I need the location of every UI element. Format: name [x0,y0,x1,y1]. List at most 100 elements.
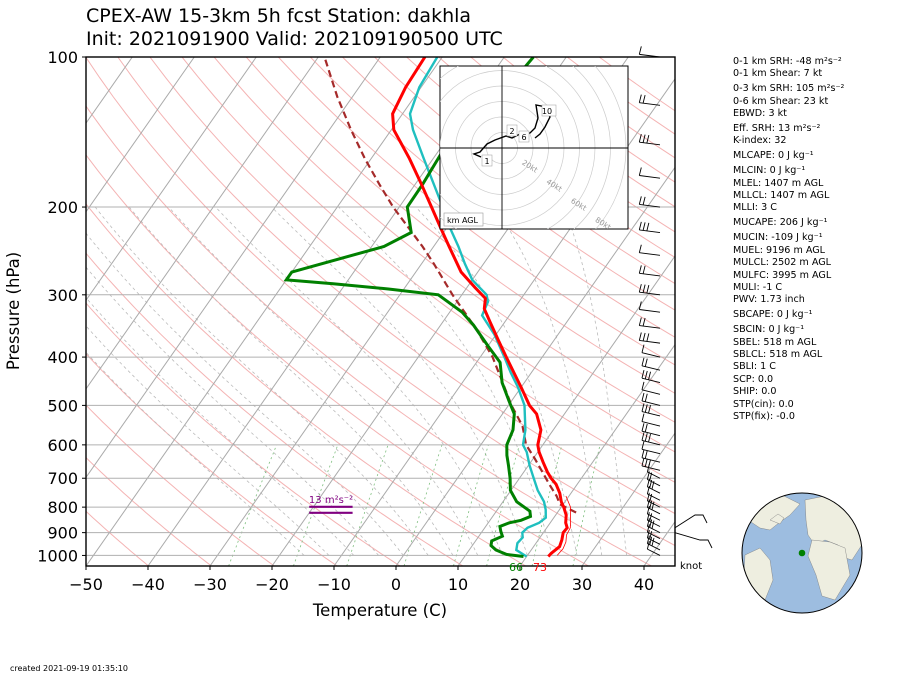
wind-barb [641,413,661,427]
wind-barb [641,457,661,471]
wind-barb [646,541,661,556]
surface-temperature-label: 73 [533,561,547,574]
x-tick-label: −50 [69,575,103,594]
wind-barb [646,524,661,539]
dry-adiabat [86,302,401,566]
parameter-line: STP(cin): 0.0 [733,398,794,410]
y-tick-label: 300 [47,286,78,305]
parameter-line: SBEL: 518 m AGL [733,336,817,348]
wind-barb [638,167,661,179]
y-axis-label: Pressure (hPa) [4,252,23,370]
isotherm [86,57,257,302]
dry-adiabat [245,57,675,394]
dry-adiabat [86,456,212,566]
parameter-line: MULI: -1 C [733,281,783,293]
wind-barb [638,196,661,208]
x-tick-label: −40 [131,575,165,594]
mixing-ratio-line [453,444,489,566]
isotherm [86,57,443,566]
dewpoint-profile-line [283,57,535,558]
x-tick-label: 20 [510,575,530,594]
y-tick-label: 100 [47,48,78,67]
hodograph-units-box [443,212,484,227]
x-tick-label: 0 [391,575,401,594]
hodograph-height-label: 2 [509,127,514,136]
parameter-line: MLLCL: 1407 m AGL [733,190,830,202]
hodograph-height-label: 10 [542,107,552,116]
effective-srh-label: 13 m²s⁻² [309,495,353,506]
wind-barb [638,301,661,313]
temperature-profile-line [391,57,569,558]
wind-barb [638,332,661,344]
wind-barb [641,403,661,417]
parameter-line: MLCIN: 0 J kg⁻¹ [733,165,806,177]
wind-barb [646,505,661,521]
y-tick-label: 600 [47,436,78,455]
wind-barb [646,485,661,501]
parameter-line: MLCAPE: 0 J kg⁻¹ [733,150,814,162]
moist-adiabat [494,206,603,556]
dry-adiabat [86,404,275,566]
hodograph-height-label: 1 [484,157,489,166]
wind-barb [638,46,661,58]
parameter-line: SBCIN: 0 J kg⁻¹ [733,324,805,336]
wind-units-label: knot [680,561,702,572]
skewt-frame [85,56,676,567]
mixing-ratio-line [403,444,443,566]
parameter-line: MLLI: 3 C [733,202,777,214]
parameter-line: SCP: 0.0 [733,373,774,385]
dry-adiabat [86,154,589,566]
parameter-line: MULCL: 2502 m AGL [733,257,832,269]
dry-adiabat [342,57,675,311]
y-tick-label: 700 [47,469,78,488]
moist-adiabat [128,206,454,556]
mixing-ratio-line [346,444,389,566]
hodograph-height-label: 6 [521,133,526,142]
wind-barb [641,441,661,455]
dry-adiabat [86,353,338,566]
skewt-background-grid [86,57,675,566]
parcel-profile-line [323,57,577,514]
isotherm [581,432,675,566]
wind-barb [641,370,661,384]
wind-barb [641,432,661,446]
wind-barb [646,463,661,479]
y-tick-label: 1000 [37,546,78,565]
wind-barb [641,423,661,437]
wind-barb [638,94,661,106]
chart-subtitle: Init: 2021091900 Valid: 202109190500 UTC [86,28,503,50]
mixing-ratio-line [486,444,520,566]
chart-title: CPEX-AW 15-3km 5h fcst Station: dakhla [86,5,472,27]
hodograph-units-label: km AGL [447,216,479,225]
dry-adiabat [277,57,675,366]
parameter-line: SHIP: 0.0 [733,386,777,398]
y-tick-label: 500 [47,396,78,415]
x-tick-label: −10 [317,575,351,594]
x-tick-label: −30 [193,575,227,594]
y-tick-label: 400 [47,348,78,367]
x-tick-label: −20 [255,575,289,594]
wind-barb [646,529,661,545]
parameter-line: Eff. SRH: 13 m²s⁻² [733,123,821,135]
wind-barb [674,532,713,549]
mixing-ratio-line [531,444,563,566]
surface-dewpoint-label: 66 [509,561,523,574]
dry-adiabat [86,203,526,566]
x-tick-label: 30 [572,575,592,594]
dry-adiabat [86,252,464,566]
parameter-line: MUEL: 9196 m AGL [733,244,826,256]
parameter-line: MUCAPE: 206 J kg⁻¹ [733,217,828,229]
x-tick-label: 40 [634,575,654,594]
parameter-list: 0-1 km SRH: -48 m²s⁻² 0-1 km Shear: 7 kt 0… [733,56,844,423]
dry-adiabat [213,57,675,423]
isotherm [86,57,319,390]
wind-barb [638,221,661,233]
y-tick-label: 800 [47,498,78,517]
wind-barb [674,514,708,529]
station-location-marker [798,549,806,557]
wind-barbs [638,46,713,556]
wind-barb [646,535,661,551]
parameter-line: MLEL: 1407 m AGL [733,177,824,189]
dry-adiabat [86,510,149,566]
